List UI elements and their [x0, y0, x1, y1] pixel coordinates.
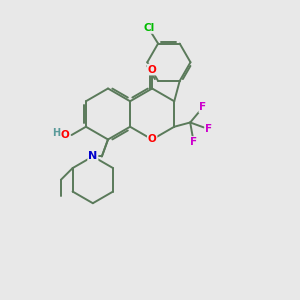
Text: Cl: Cl — [143, 23, 155, 33]
Text: N: N — [88, 152, 98, 161]
Text: O: O — [148, 134, 157, 145]
Text: O: O — [61, 130, 69, 140]
Text: F: F — [190, 137, 197, 147]
Text: O: O — [148, 64, 157, 75]
Text: F: F — [205, 124, 212, 134]
Text: H: H — [52, 128, 60, 139]
Text: F: F — [200, 102, 206, 112]
